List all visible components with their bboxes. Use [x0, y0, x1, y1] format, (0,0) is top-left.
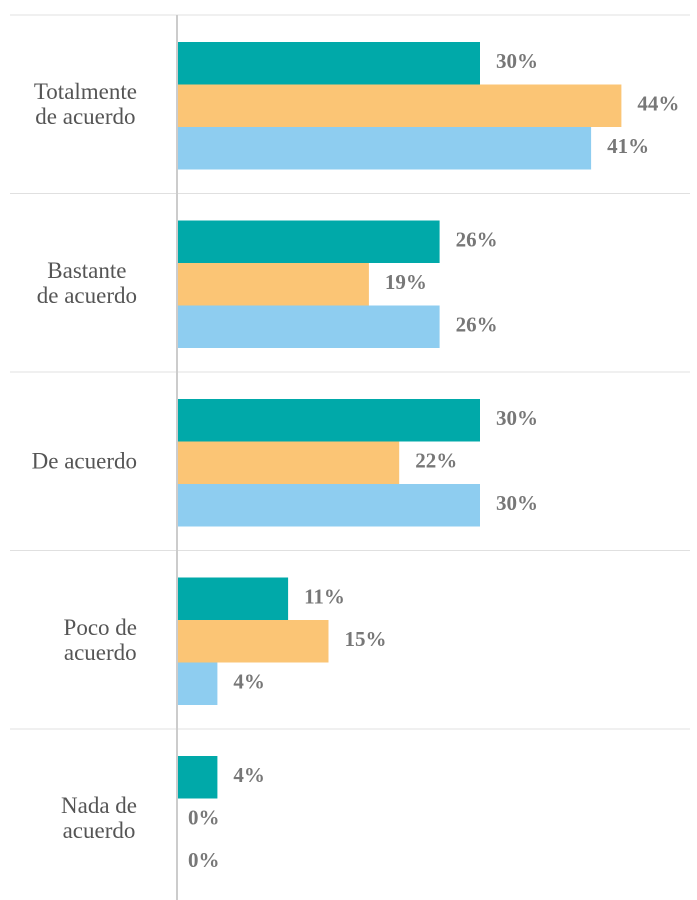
value-label: 22% [415, 449, 457, 473]
category-label: Poco de acuerdo [63, 614, 137, 665]
bar [177, 662, 218, 705]
value-label: 26% [456, 228, 498, 252]
bar [177, 263, 369, 306]
value-label: 4% [233, 763, 265, 787]
bar [177, 399, 480, 442]
value-label: 0% [188, 806, 220, 830]
value-label: 30% [496, 406, 538, 430]
value-label: 44% [637, 92, 679, 116]
bar [177, 577, 289, 620]
value-label: 19% [385, 270, 427, 294]
bar [177, 756, 218, 799]
category-label: Bastante de acuerdo [36, 257, 137, 308]
bar [177, 127, 592, 170]
value-label: 15% [345, 627, 387, 651]
value-label: 0% [188, 848, 220, 872]
bar [177, 305, 440, 348]
value-label: 30% [496, 49, 538, 73]
value-label: 41% [607, 134, 649, 158]
bar [177, 42, 480, 85]
category-label: Totalmente de acuerdo [33, 79, 137, 130]
value-label: 26% [456, 313, 498, 337]
value-label: 30% [496, 491, 538, 515]
bar [177, 441, 400, 484]
value-label: 11% [304, 585, 345, 609]
bar [177, 220, 440, 263]
bar [177, 84, 622, 127]
value-label: 4% [233, 670, 265, 694]
category-label: Nada de acuerdo [61, 793, 137, 844]
bar [177, 620, 329, 663]
category-label: De acuerdo [31, 448, 137, 474]
bar [177, 484, 480, 527]
